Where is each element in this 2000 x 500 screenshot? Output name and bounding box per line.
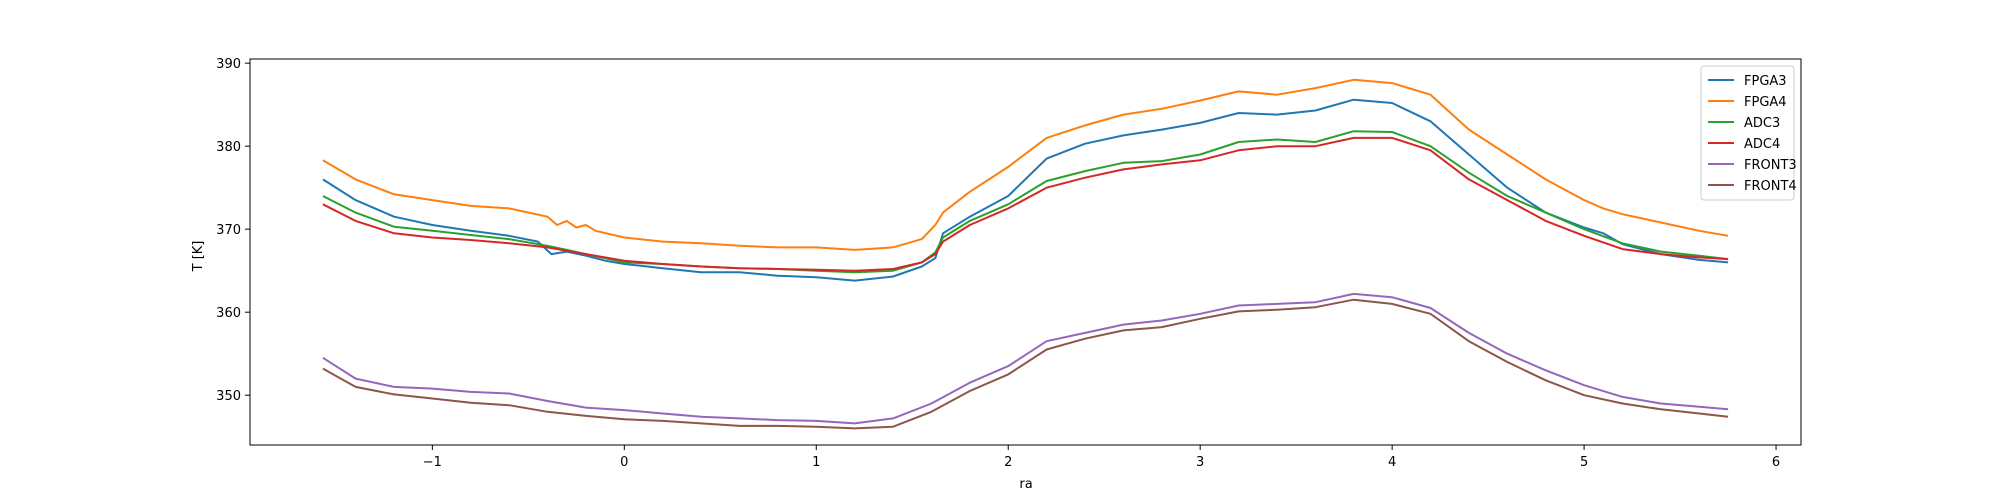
x-tick-label: 0 bbox=[620, 455, 628, 470]
legend: FPGA3 FPGA4 ADC3 ADC4 FRONT3 FRONT4 bbox=[1700, 65, 1797, 201]
x-axis-label: ra bbox=[1019, 477, 1032, 492]
y-axis-label: T [K] bbox=[191, 241, 206, 273]
legend-label: FPGA3 bbox=[1744, 74, 1787, 89]
series-line-fpga3 bbox=[322, 98, 1729, 282]
x-tick-label: 4 bbox=[1388, 455, 1396, 470]
series-line-fpga4 bbox=[322, 78, 1729, 251]
y-tick-label: 360 bbox=[216, 306, 241, 321]
series-line-front3 bbox=[322, 292, 1729, 425]
y-tick-label: 390 bbox=[216, 57, 241, 72]
x-tick-label: 1 bbox=[812, 455, 820, 470]
legend-label: FRONT4 bbox=[1744, 179, 1797, 194]
x-tick-label: 2 bbox=[1004, 455, 1012, 470]
legend-label: FRONT3 bbox=[1744, 158, 1797, 173]
y-tick-label: 350 bbox=[216, 389, 241, 404]
legend-box bbox=[1700, 65, 1795, 201]
x-axis: −1 0 1 2 3 4 5 6 bbox=[423, 445, 1780, 470]
y-axis: 350 360 370 380 390 bbox=[216, 57, 250, 404]
legend-label: FPGA4 bbox=[1744, 95, 1787, 110]
legend-label: ADC4 bbox=[1744, 137, 1780, 152]
x-tick-label: 5 bbox=[1580, 455, 1588, 470]
y-tick-label: 380 bbox=[216, 140, 241, 155]
legend-label: ADC3 bbox=[1744, 116, 1780, 131]
plot-frame bbox=[249, 58, 1802, 446]
y-tick-label: 370 bbox=[216, 223, 241, 238]
series-line-front4 bbox=[322, 298, 1729, 430]
plot-area bbox=[322, 78, 1729, 430]
x-tick-label: 6 bbox=[1772, 455, 1780, 470]
x-tick-label: 3 bbox=[1196, 455, 1204, 470]
x-tick-label: −1 bbox=[423, 455, 442, 470]
series-line-adc4 bbox=[322, 136, 1729, 272]
